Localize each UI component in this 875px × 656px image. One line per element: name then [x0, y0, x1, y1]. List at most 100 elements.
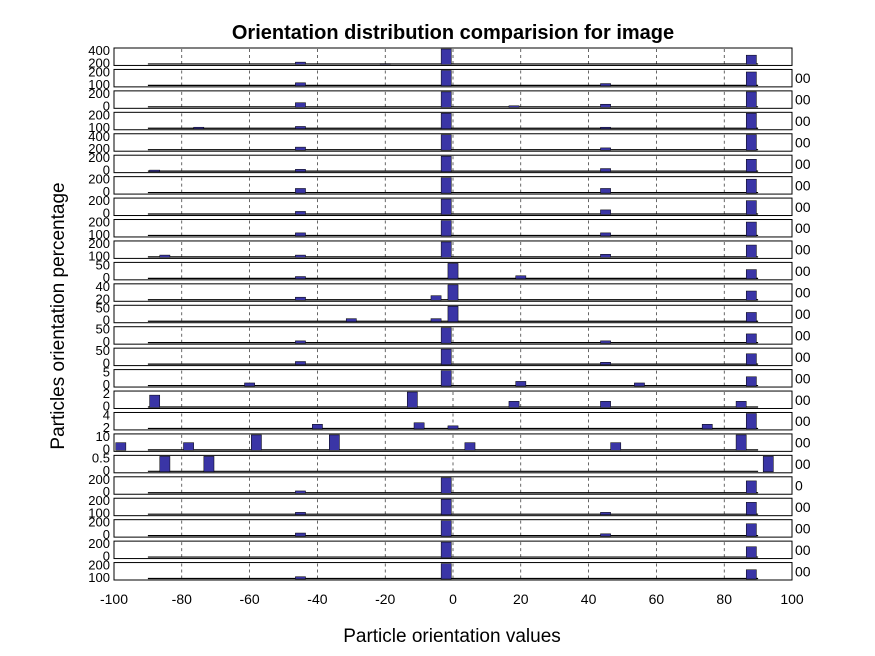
histogram-bar — [447, 425, 459, 430]
x-tick-label: 60 — [649, 591, 665, 607]
histogram-bar — [149, 394, 161, 408]
histogram-bar — [745, 134, 757, 151]
histogram-bar — [379, 63, 391, 65]
histogram-bar — [440, 177, 452, 194]
histogram-bar — [295, 340, 306, 344]
y-tick-label: 100 — [88, 120, 110, 135]
histogram-bar — [251, 434, 262, 451]
histogram-bar — [440, 370, 452, 387]
y-tick-label: 0 — [103, 313, 110, 328]
histogram-bar — [600, 512, 611, 515]
histogram-bar — [745, 546, 757, 558]
chart-title: Orientation distribution comparision for… — [232, 22, 674, 44]
right-tick-label: 00 — [795, 285, 811, 301]
y-tick-label: 200 — [88, 215, 110, 230]
histogram-bar — [745, 523, 757, 537]
histogram-bar — [430, 295, 442, 301]
histogram-bar — [600, 533, 611, 537]
histogram-bar — [312, 424, 323, 430]
y-tick-label: 0.5 — [92, 450, 110, 465]
histogram-bar — [440, 113, 452, 130]
histogram-bar — [745, 502, 757, 515]
y-tick-label: 0 — [103, 484, 110, 499]
histogram-bar — [600, 340, 611, 344]
histogram-bar — [440, 70, 452, 87]
histogram-bar — [600, 83, 611, 87]
right-tick-label: 00 — [795, 113, 811, 129]
right-tick-label: 00 — [795, 327, 811, 343]
histogram-bar — [745, 71, 757, 87]
y-tick-label: 4 — [103, 407, 110, 422]
right-tick-label: 00 — [795, 92, 811, 108]
histogram-bar — [600, 362, 611, 365]
x-tick-label: -100 — [100, 591, 128, 607]
y-tick-label: 5 — [103, 365, 110, 380]
y-tick-label: 200 — [88, 86, 110, 101]
histogram-bar — [508, 105, 520, 108]
histogram-bar — [440, 327, 452, 344]
histogram-bar — [745, 269, 757, 280]
y-tick-label: 2 — [103, 386, 110, 401]
right-tick-label: 00 — [795, 242, 811, 258]
histogram-bar — [295, 254, 306, 258]
histogram-bar — [508, 401, 520, 408]
histogram-bar — [515, 275, 527, 280]
histogram-bar — [600, 168, 611, 172]
y-tick-label: 400 — [88, 129, 110, 144]
right-tick-label: 00 — [795, 134, 811, 150]
histogram-bar — [295, 490, 306, 494]
y-tick-label: 200 — [88, 141, 110, 156]
right-tick-label: 00 — [795, 392, 811, 408]
x-axis-label: Particle orientation values — [343, 626, 561, 647]
histogram-bar — [440, 220, 452, 237]
y-tick-label: 40 — [96, 279, 110, 294]
subplot-19: 100 00 — [96, 429, 811, 456]
x-tick-label: 0 — [449, 591, 457, 607]
x-tick-label: -60 — [239, 591, 259, 607]
subplot-14: 500 00 — [96, 322, 811, 349]
histogram-bar — [295, 82, 306, 87]
y-tick-label: 2 — [103, 420, 110, 435]
x-axis-tick-labels: -100 -80 -60 -40 -20 0 20 40 60 80 100 — [100, 591, 804, 607]
histogram-bar — [610, 442, 622, 451]
histogram-bar — [745, 200, 757, 215]
right-tick-label: 00 — [795, 70, 811, 86]
y-tick-label: 0 — [103, 463, 110, 478]
y-tick-label: 200 — [88, 558, 110, 573]
right-tick-label: 00 — [795, 499, 811, 515]
histogram-bar — [159, 254, 171, 258]
y-tick-label: 0 — [103, 98, 110, 113]
histogram-bar — [295, 188, 306, 194]
y-tick-label: 0 — [103, 356, 110, 371]
y-tick-label: 20 — [96, 291, 110, 306]
right-tick-label: 00 — [795, 306, 811, 322]
histogram-bar — [183, 442, 194, 451]
y-tick-label: 0 — [103, 377, 110, 392]
histogram-bar — [406, 391, 418, 408]
y-axis-label: Particles orientation percentage — [48, 182, 69, 449]
histogram-bar — [440, 48, 452, 65]
histogram-bar — [745, 480, 757, 494]
histogram-bar — [464, 442, 476, 451]
histogram-bar — [745, 569, 757, 580]
histogram-bar — [149, 169, 161, 172]
y-tick-label: 0 — [103, 270, 110, 285]
histogram-bar — [745, 221, 757, 237]
right-tick-label: 00 — [795, 542, 811, 558]
right-tick-label: 0 — [795, 478, 803, 494]
histogram-bar — [440, 563, 452, 580]
histogram-bar — [447, 263, 459, 280]
right-tick-label: 00 — [795, 413, 811, 429]
y-tick-label: 200 — [88, 64, 110, 79]
y-tick-label: 200 — [88, 55, 110, 70]
histogram-bar — [430, 318, 442, 322]
x-tick-label: 20 — [513, 591, 529, 607]
